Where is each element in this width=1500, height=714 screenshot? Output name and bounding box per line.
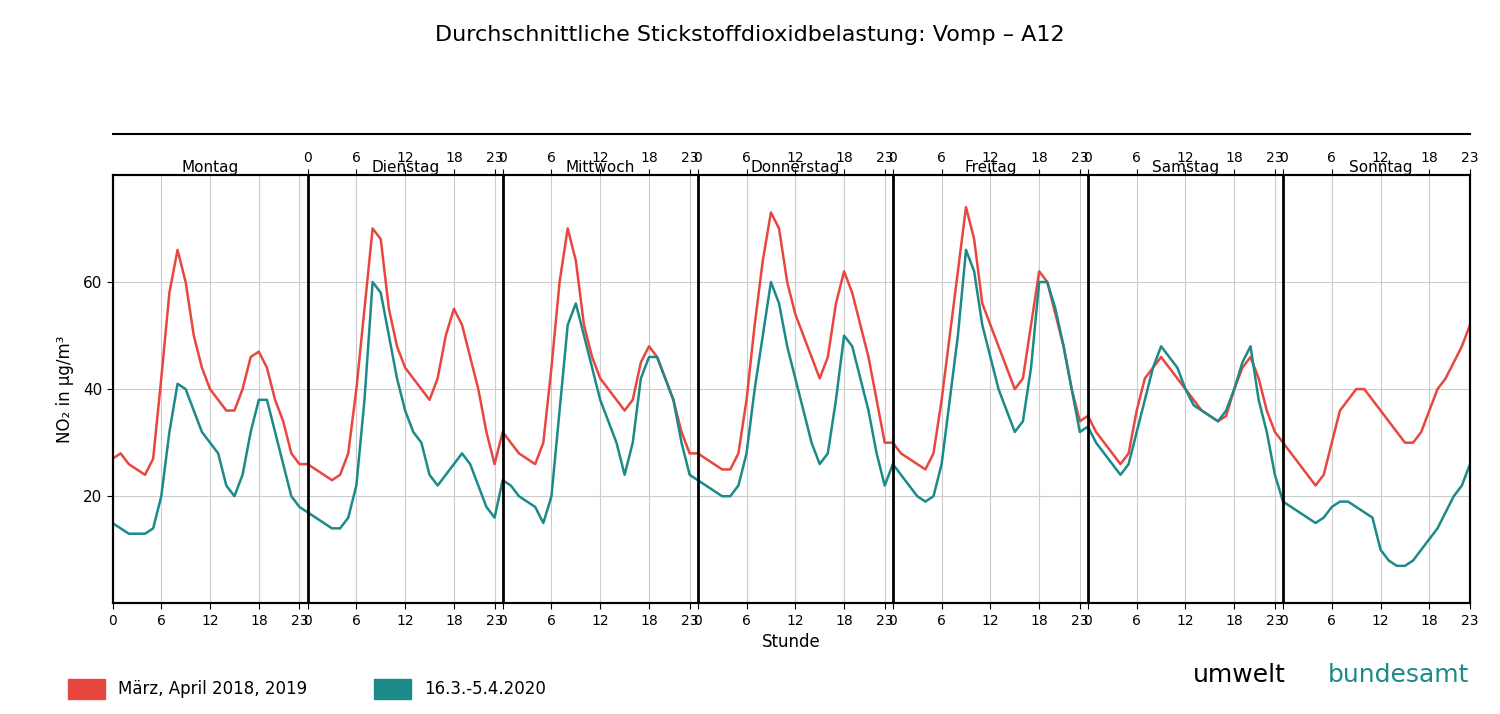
Legend: März, April 2018, 2019, 16.3.-5.4.2020: März, April 2018, 2019, 16.3.-5.4.2020 <box>69 679 546 698</box>
Text: Dienstag: Dienstag <box>370 160 440 175</box>
Text: bundesamt: bundesamt <box>1328 663 1468 687</box>
Y-axis label: NO₂ in µg/m³: NO₂ in µg/m³ <box>57 336 75 443</box>
Text: umwelt: umwelt <box>1192 663 1286 687</box>
Text: Durchschnittliche Stickstoffdioxidbelastung: Vomp – A12: Durchschnittliche Stickstoffdioxidbelast… <box>435 25 1065 45</box>
X-axis label: Stunde: Stunde <box>762 633 820 651</box>
Text: Montag: Montag <box>182 160 238 175</box>
Text: Sonntag: Sonntag <box>1348 160 1413 175</box>
Text: Mittwoch: Mittwoch <box>566 160 634 175</box>
Text: Freitag: Freitag <box>964 160 1017 175</box>
Text: Samstag: Samstag <box>1152 160 1220 175</box>
Text: Donnerstag: Donnerstag <box>750 160 840 175</box>
